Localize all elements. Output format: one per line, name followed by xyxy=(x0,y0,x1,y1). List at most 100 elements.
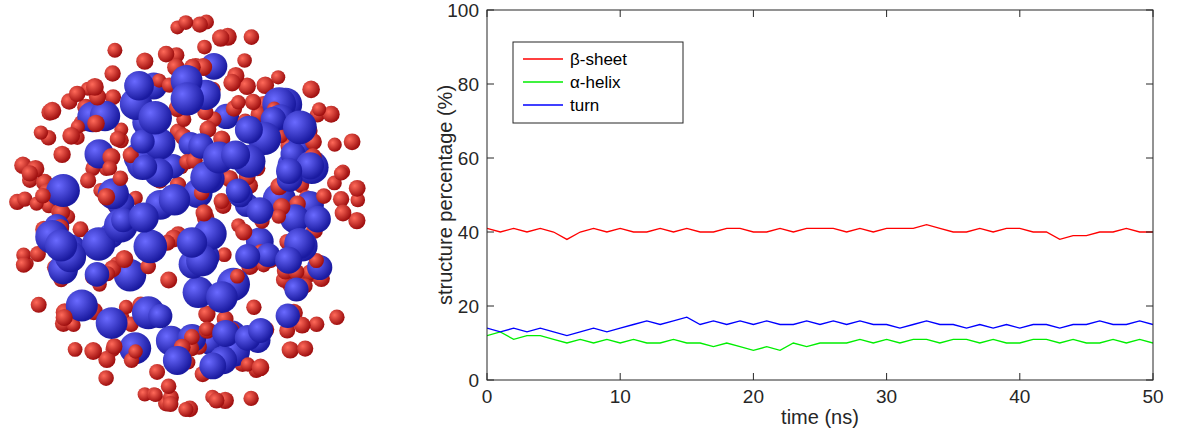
y-tick xyxy=(1146,10,1153,11)
atom xyxy=(22,165,38,181)
y-tick xyxy=(1146,84,1153,85)
atom xyxy=(192,17,208,33)
atom xyxy=(104,65,120,81)
atom xyxy=(177,227,207,257)
series-line xyxy=(487,225,1153,240)
atom xyxy=(107,43,122,58)
y-tick xyxy=(1146,158,1153,159)
series-line xyxy=(487,332,1153,351)
atom xyxy=(209,393,225,409)
atom xyxy=(45,229,77,261)
atom xyxy=(102,161,117,176)
x-tick xyxy=(1153,373,1154,380)
atom xyxy=(106,338,122,354)
atom xyxy=(110,131,126,147)
atom xyxy=(349,180,366,197)
x-tick xyxy=(886,10,887,17)
legend-label: turn xyxy=(570,96,599,115)
atom xyxy=(115,250,133,268)
atom xyxy=(245,94,261,110)
atom xyxy=(302,81,320,99)
atom xyxy=(247,197,274,224)
atom xyxy=(276,304,300,328)
atom xyxy=(328,138,342,152)
y-tick xyxy=(487,232,494,233)
plot-area xyxy=(487,10,1153,380)
y-tick xyxy=(487,158,494,159)
atom xyxy=(197,40,212,55)
atom xyxy=(316,188,332,204)
x-tick-label: 40 xyxy=(1009,386,1030,407)
atom xyxy=(297,341,313,357)
atom xyxy=(158,46,175,63)
atom xyxy=(235,116,263,144)
atom xyxy=(335,205,352,222)
series-group xyxy=(487,225,1153,351)
atom xyxy=(148,304,172,328)
atom xyxy=(47,174,80,207)
y-tick xyxy=(487,306,494,307)
atom xyxy=(62,127,80,145)
atom xyxy=(31,297,47,313)
x-tick xyxy=(753,10,754,17)
atom xyxy=(163,396,179,412)
atom xyxy=(149,388,163,402)
x-tick xyxy=(1153,10,1154,17)
atom xyxy=(248,318,273,343)
atom xyxy=(252,359,270,377)
molecule-render xyxy=(9,14,366,417)
atom xyxy=(312,102,326,116)
x-tick-label: 0 xyxy=(482,386,493,407)
legend-swatch xyxy=(523,81,563,83)
atom xyxy=(329,310,344,325)
atom xyxy=(98,370,114,386)
atom xyxy=(159,184,190,215)
atom xyxy=(134,230,168,264)
axes: 01020304050020406080100time (ns)structur… xyxy=(434,0,1164,428)
y-tick-label: 100 xyxy=(447,0,479,21)
atom xyxy=(304,206,331,233)
atom xyxy=(132,155,157,180)
y-tick xyxy=(487,380,494,381)
atom xyxy=(178,15,193,30)
x-tick-label: 20 xyxy=(743,386,764,407)
atom xyxy=(149,364,165,380)
atom xyxy=(206,281,238,313)
y-tick-label: 60 xyxy=(458,148,479,169)
atom xyxy=(221,141,250,170)
y-tick xyxy=(1146,232,1153,233)
atom xyxy=(163,346,192,375)
atom xyxy=(212,29,229,46)
legend-label: α-helix xyxy=(570,73,621,92)
atom xyxy=(86,78,104,96)
atom xyxy=(84,342,102,360)
x-tick xyxy=(620,10,621,17)
atom xyxy=(136,53,153,70)
y-tick-label: 40 xyxy=(458,222,479,243)
atom xyxy=(230,269,245,284)
x-axis-title: time (ns) xyxy=(781,406,859,428)
atom xyxy=(284,277,308,301)
y-tick xyxy=(1146,306,1153,307)
atom xyxy=(160,272,177,289)
atom xyxy=(68,342,83,357)
x-tick-label: 30 xyxy=(876,386,897,407)
y-tick-label: 20 xyxy=(458,296,479,317)
atom xyxy=(43,102,61,120)
atom xyxy=(283,110,317,144)
series-line xyxy=(487,317,1153,336)
atom xyxy=(235,223,252,240)
atom xyxy=(344,133,361,150)
atom xyxy=(87,115,105,133)
x-tick xyxy=(620,373,621,380)
legend-swatch xyxy=(523,58,563,60)
atom xyxy=(96,307,128,339)
legend-swatch xyxy=(523,104,563,106)
atom xyxy=(196,204,213,221)
x-tick xyxy=(1019,373,1020,380)
atom xyxy=(200,322,214,336)
atom xyxy=(138,101,172,135)
y-axis-title: structure percentage (%) xyxy=(434,85,456,305)
atom xyxy=(212,320,239,347)
y-tick xyxy=(487,10,494,11)
